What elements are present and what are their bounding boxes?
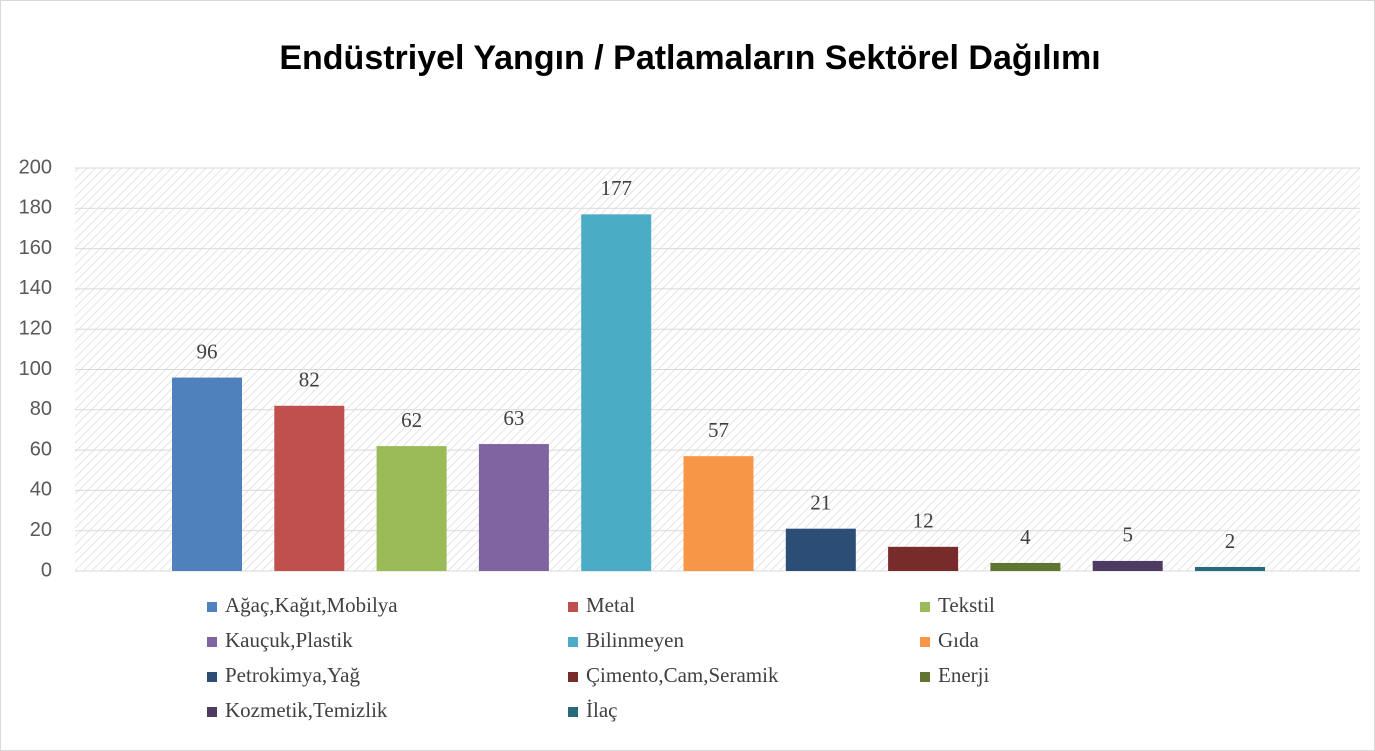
- legend-swatch: [568, 602, 578, 612]
- bar: [376, 446, 447, 571]
- legend-swatch: [920, 672, 930, 682]
- legend-label: Çimento,Cam,Seramik: [586, 663, 779, 687]
- data-label: 96: [197, 339, 218, 363]
- data-label: 4: [1020, 525, 1031, 549]
- bar: [1195, 566, 1265, 571]
- y-tick-label: 60: [30, 438, 52, 460]
- data-label: 5: [1122, 523, 1133, 547]
- y-tick-label: 180: [19, 197, 52, 219]
- y-tick-label: 20: [30, 519, 52, 541]
- legend-swatch: [207, 602, 217, 612]
- y-tick-label: 120: [19, 317, 52, 339]
- legend-label: Enerji: [938, 663, 989, 687]
- data-label: 82: [299, 368, 320, 392]
- y-tick-label: 200: [19, 156, 52, 178]
- legend-label: Tekstil: [938, 593, 995, 617]
- y-tick-label: 0: [41, 559, 52, 581]
- legend-label: Kozmetik,Temizlik: [225, 698, 388, 722]
- legend-label: Bilinmeyen: [586, 628, 684, 652]
- legend-label: İlaç: [586, 698, 617, 722]
- bar: [478, 444, 549, 571]
- bar: [172, 377, 242, 571]
- legend-label: Ağaç,Kağıt,Mobilya: [225, 593, 398, 617]
- data-label: 63: [503, 406, 524, 430]
- y-tick-label: 40: [30, 479, 52, 501]
- legend-swatch: [920, 637, 930, 647]
- data-label: 21: [810, 490, 831, 514]
- legend-label: Gıda: [938, 628, 980, 652]
- data-label: 12: [913, 509, 934, 533]
- bar: [581, 214, 652, 571]
- data-label: 62: [401, 408, 422, 432]
- bar: [1092, 560, 1163, 571]
- data-label: 2: [1225, 529, 1236, 553]
- legend-swatch: [207, 707, 217, 717]
- bar: [990, 562, 1061, 571]
- legend-label: Metal: [586, 593, 635, 617]
- bar: [274, 405, 345, 571]
- data-label: 57: [708, 418, 729, 442]
- legend-label: Petrokimya,Yağ: [225, 663, 360, 687]
- legend-swatch: [207, 672, 217, 682]
- data-label: 177: [600, 176, 632, 200]
- y-tick-label: 100: [19, 358, 52, 380]
- legend-swatch: [568, 637, 578, 647]
- legend-label: Kauçuk,Plastik: [225, 628, 353, 652]
- y-tick-label: 140: [19, 277, 52, 299]
- legend-swatch: [207, 637, 217, 647]
- chart-title: Endüstriyel Yangın / Patlamaların Sektör…: [279, 39, 1100, 77]
- bar: [785, 528, 856, 571]
- legend-swatch: [568, 672, 578, 682]
- bar: [683, 456, 754, 571]
- y-tick-label: 160: [19, 237, 52, 259]
- legend-swatch: [568, 707, 578, 717]
- y-tick-label: 80: [30, 398, 52, 420]
- bar: [888, 546, 959, 571]
- legend-swatch: [920, 602, 930, 612]
